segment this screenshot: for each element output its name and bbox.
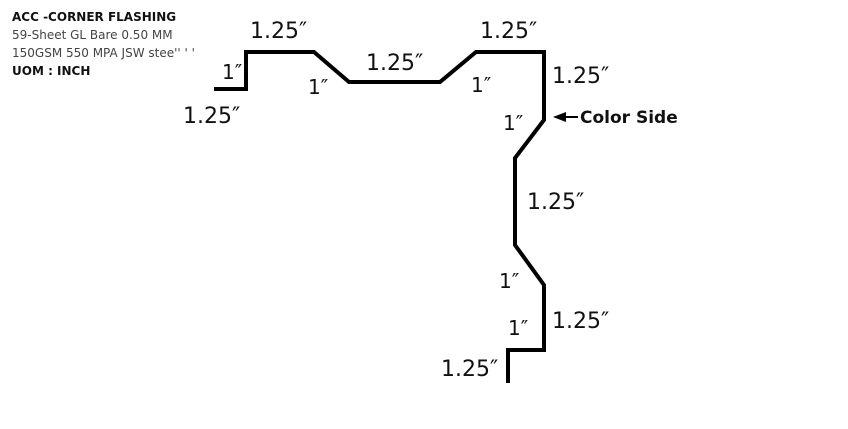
dim-middle-vertical: 1.25″: [527, 190, 584, 215]
dim-top-middle: 1.25″: [366, 51, 423, 76]
dim-right-lower-vertical: 1.25″: [552, 309, 609, 334]
dim-slope-right: 1″: [471, 73, 491, 97]
flashing-profile-line: [214, 50, 546, 383]
product-title: ACC -CORNER FLASHING: [12, 10, 177, 24]
dim-top-right: 1.25″: [480, 19, 537, 44]
dim-slope-left: 1″: [308, 75, 328, 99]
dim-diag-lower: 1″: [499, 269, 519, 293]
color-side-label: Color Side: [580, 108, 678, 128]
unit-of-measure: UOM : INCH: [12, 64, 91, 78]
dim-bottom-riser: 1″: [508, 316, 528, 340]
material-spec: 59-Sheet GL Bare 0.50 MM: [12, 28, 173, 42]
dim-right-upper-vertical: 1.25″: [552, 64, 609, 89]
dim-left-flange: 1.25″: [183, 104, 240, 129]
grade-spec: 150GSM 550 MPA JSW stee'' ' ': [12, 46, 195, 60]
dim-bottom-flange: 1.25″: [441, 357, 498, 382]
dim-diag-upper: 1″: [503, 111, 523, 135]
dim-left-riser: 1″: [222, 60, 242, 84]
title-block: ACC -CORNER FLASHING 59-Sheet GL Bare 0.…: [12, 8, 195, 80]
dim-top-left: 1.25″: [250, 19, 307, 44]
color-side-arrow-icon: [553, 112, 578, 122]
